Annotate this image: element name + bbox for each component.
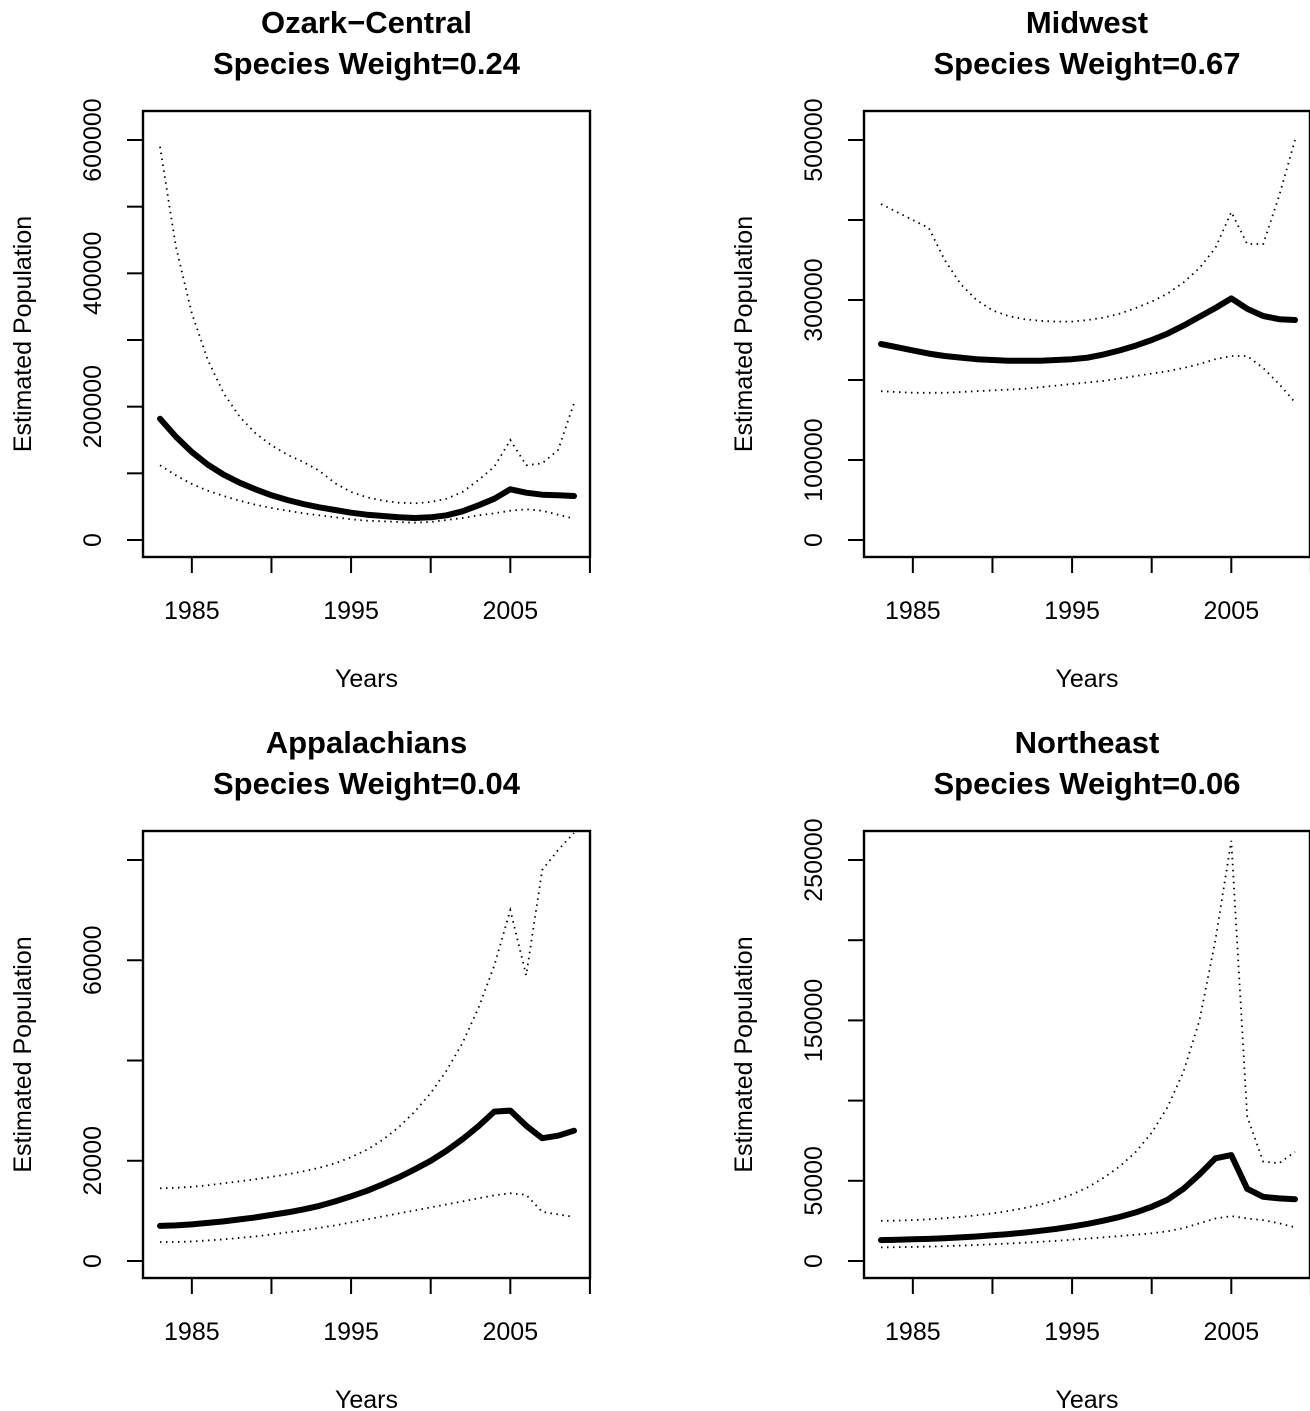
y-tick-label: 20000 xyxy=(79,1126,107,1196)
y-tick-label: 300000 xyxy=(800,258,828,341)
panel-subtitle: Species Weight=0.04 xyxy=(213,766,521,801)
x-tick-label: 1995 xyxy=(1044,1318,1100,1346)
y-tick-label: 250000 xyxy=(800,818,828,901)
x-axis-label: Years xyxy=(335,1386,398,1411)
x-tick-label: 2005 xyxy=(482,597,538,625)
panel-title: Midwest xyxy=(1026,5,1148,40)
series-line-lower xyxy=(880,355,1296,403)
series-line-lower xyxy=(160,1192,575,1243)
plot-frame xyxy=(141,109,592,559)
x-axis-label: Years xyxy=(335,665,398,693)
y-tick-label: 60000 xyxy=(79,925,107,995)
series-line-estimate xyxy=(157,1107,577,1229)
x-tick-label: 2005 xyxy=(1203,597,1259,625)
x-tick-label: 1995 xyxy=(323,1318,379,1346)
y-tick-label: 600000 xyxy=(79,98,107,181)
panel-midwest: Midwest Species Weight=0.67 1985 1995 2005 0 1… xyxy=(730,5,1310,693)
x-axis-label: Years xyxy=(1055,1386,1118,1411)
y-tick-label: 150000 xyxy=(800,979,828,1062)
plot-frame xyxy=(141,829,592,1280)
series-line-lower xyxy=(159,464,575,524)
panel-subtitle: Species Weight=0.06 xyxy=(934,766,1241,801)
y-tick-label: 0 xyxy=(800,533,828,547)
panel-title: Appalachians xyxy=(266,725,468,760)
panel-appalachians: Appalachians Species Weight=0.04 1985 1995 2… xyxy=(9,725,592,1411)
y-tick-label: 400000 xyxy=(79,232,107,315)
x-tick-label: 1985 xyxy=(164,1318,220,1346)
y-axis-label: Estimated Population xyxy=(730,216,758,452)
x-tick-label: 2005 xyxy=(482,1318,538,1346)
panel-title: Ozark−Central xyxy=(261,5,472,40)
series-line-upper xyxy=(159,146,575,505)
panel-ozark-central: Ozark−Central Species Weight=0.24 1985 1995… xyxy=(9,5,592,693)
y-tick-label: 100000 xyxy=(800,418,828,501)
x-tick-label: 1995 xyxy=(1044,597,1100,625)
y-axis-label: Estimated Population xyxy=(9,216,37,452)
y-axis-label: Estimated Population xyxy=(730,936,758,1172)
plot-frame xyxy=(862,109,1310,559)
y-tick-label: 0 xyxy=(79,1254,107,1268)
series-line-upper xyxy=(880,840,1296,1222)
series-line-estimate xyxy=(157,415,577,521)
x-tick-label: 1985 xyxy=(164,597,220,625)
panel-title: Northeast xyxy=(1015,725,1160,760)
plot-frame xyxy=(862,829,1310,1280)
y-tick-label: 0 xyxy=(800,1254,828,1268)
x-axis-label: Years xyxy=(1055,665,1118,693)
x-tick-label: 1995 xyxy=(323,597,379,625)
x-tick-label: 1985 xyxy=(885,1318,941,1346)
panel-subtitle: Species Weight=0.24 xyxy=(213,46,521,81)
x-tick-label: 1985 xyxy=(885,597,941,625)
panel-subtitle: Species Weight=0.67 xyxy=(934,46,1241,81)
y-tick-label: 50000 xyxy=(800,1146,828,1216)
y-tick-label: 0 xyxy=(79,533,107,547)
y-axis-label: Estimated Population xyxy=(9,936,37,1172)
series-line-upper xyxy=(880,139,1296,323)
series-line-upper xyxy=(159,832,575,1190)
x-tick-label: 2005 xyxy=(1203,1318,1259,1346)
y-tick-label: 500000 xyxy=(800,98,828,181)
panel-northeast: Northeast Species Weight=0.06 1985 1995 2005… xyxy=(730,725,1310,1411)
y-tick-label: 200000 xyxy=(79,365,107,448)
series-line-estimate xyxy=(878,295,1298,364)
series-line-estimate xyxy=(878,1152,1298,1244)
